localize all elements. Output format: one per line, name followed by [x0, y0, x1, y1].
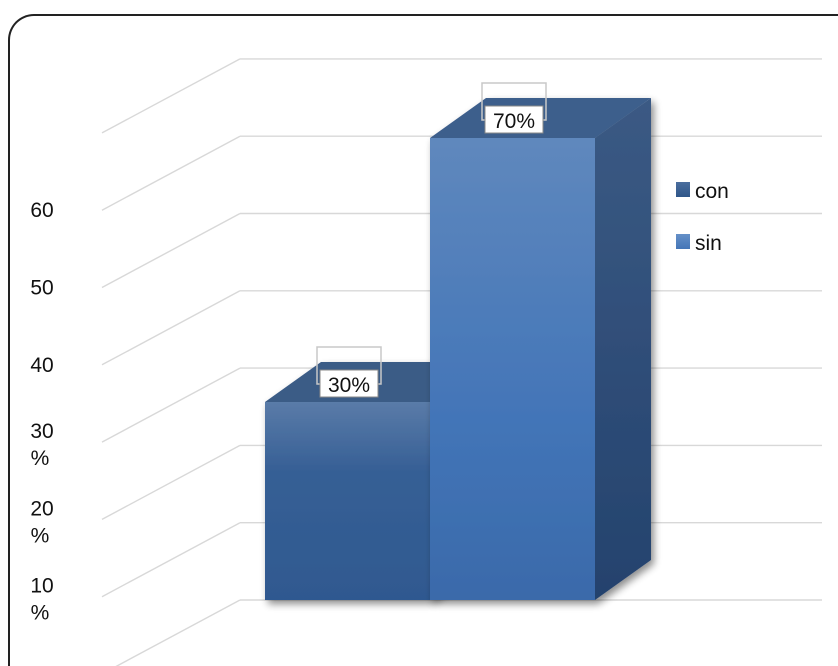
- legend-swatch: [676, 182, 690, 197]
- data-label-sin: 70%: [481, 82, 547, 134]
- y-tick-label: 50: [30, 277, 53, 300]
- y-tick-label: 60: [30, 199, 53, 222]
- data-label-box: [484, 105, 544, 134]
- legend-label: sin: [695, 232, 722, 255]
- data-label-text: 30%: [328, 374, 370, 397]
- legend-item-sin: sin: [676, 232, 722, 255]
- gridline-depth: [101, 522, 241, 598]
- legend-item-con: con: [676, 180, 729, 203]
- y-tick-label: 30%: [30, 420, 53, 470]
- gridline-depth: [101, 212, 241, 289]
- gridline-depth: [101, 290, 241, 366]
- y-tick-label: 20%: [30, 497, 53, 547]
- gridline-depth: [101, 135, 241, 211]
- data-label-con: 30%: [316, 346, 382, 398]
- gridline-depth: [101, 444, 241, 521]
- y-tick-label: 10%: [30, 575, 53, 625]
- gridline-depth: [101, 367, 241, 443]
- bar-side-face: [595, 98, 651, 600]
- legend-swatch: [676, 234, 690, 249]
- bar-front-face: [430, 138, 595, 600]
- y-tick-label: 40: [30, 354, 53, 377]
- bar-sin: [430, 98, 651, 600]
- gridline-depth: [101, 58, 241, 134]
- chart-frame: [8, 14, 838, 666]
- data-label-box: [319, 369, 379, 398]
- gridline-depth: [115, 599, 241, 666]
- data-label-text: 70%: [493, 110, 535, 133]
- bar-front-face: [265, 402, 430, 600]
- legend-label: con: [695, 180, 729, 203]
